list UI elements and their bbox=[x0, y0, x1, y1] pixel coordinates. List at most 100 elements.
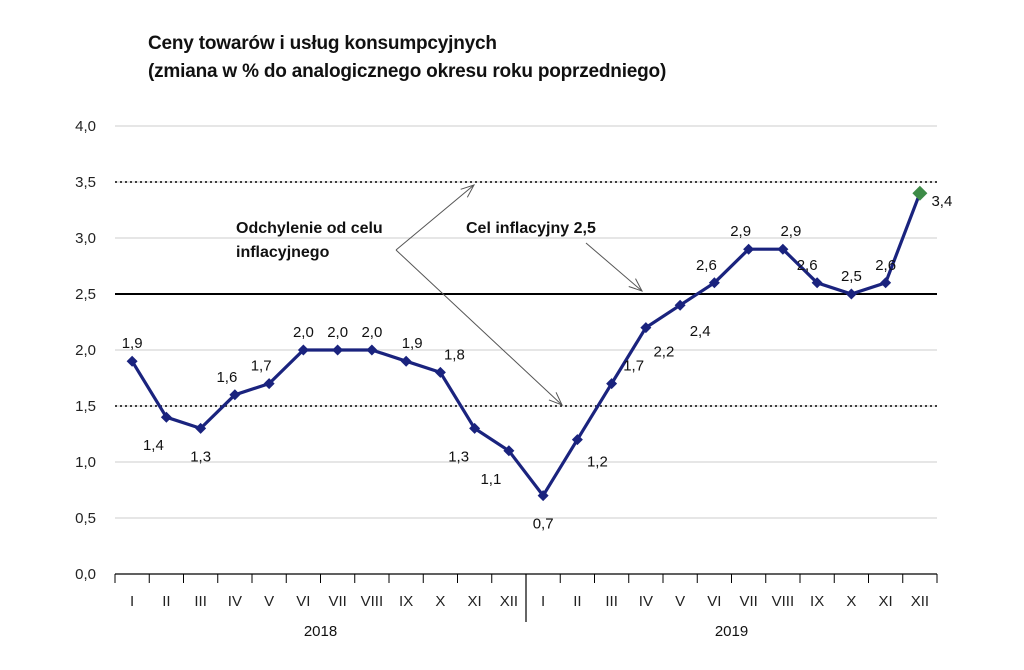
data-point-marker-last bbox=[912, 185, 928, 201]
data-label: 1,3 bbox=[190, 448, 211, 465]
chart-title: Ceny towarów i usług konsumpcyjnych (zmi… bbox=[148, 30, 666, 86]
chart-title-line1: Ceny towarów i usług konsumpcyjnych bbox=[148, 33, 497, 54]
data-point-marker bbox=[297, 344, 309, 356]
data-label: 2,9 bbox=[780, 223, 801, 240]
data-point-marker bbox=[640, 322, 652, 334]
data-label: 2,6 bbox=[797, 257, 818, 274]
arrow-head bbox=[548, 392, 563, 406]
data-label: 1,7 bbox=[251, 358, 272, 375]
data-point-marker bbox=[845, 288, 857, 300]
arrow-head bbox=[628, 278, 644, 292]
data-point-marker bbox=[195, 422, 207, 434]
data-point-marker bbox=[469, 422, 481, 434]
data-label: 1,9 bbox=[122, 335, 143, 352]
deviation-arrow-upper bbox=[395, 184, 476, 251]
y-tick-label: 1,0 bbox=[75, 454, 96, 471]
y-tick-label: 0,5 bbox=[75, 510, 96, 527]
y-tick-label: 4,0 bbox=[75, 118, 96, 135]
data-label: 2,4 bbox=[690, 323, 711, 340]
deviation-arrow-lower bbox=[395, 249, 563, 406]
x-tick-label: XII bbox=[500, 593, 518, 610]
arrow-shaft bbox=[585, 242, 643, 292]
data-point-marker bbox=[777, 243, 789, 255]
data-point-marker bbox=[537, 490, 549, 502]
y-tick-label: 1,5 bbox=[75, 398, 96, 415]
data-label: 2,5 bbox=[841, 268, 862, 285]
data-label: 2,2 bbox=[653, 344, 674, 361]
data-label: 2,6 bbox=[696, 257, 717, 274]
x-tick-label: XI bbox=[879, 593, 893, 610]
chart-title-line2: (zmiana w % do analogicznego okresu roku… bbox=[148, 61, 667, 82]
y-tick-label: 3,0 bbox=[75, 230, 96, 247]
x-tick-label: III bbox=[605, 593, 618, 610]
x-tick-label: VII bbox=[328, 593, 346, 610]
x-tick-label: I bbox=[130, 593, 134, 610]
data-point-marker bbox=[674, 299, 686, 311]
data-point-marker bbox=[400, 355, 412, 367]
data-label: 1,3 bbox=[448, 448, 469, 465]
grid-layer bbox=[115, 125, 937, 519]
x-tick-label: VIII bbox=[361, 593, 384, 610]
x-tick-label: IX bbox=[810, 593, 824, 610]
data-point-marker bbox=[263, 378, 275, 390]
data-label: 1,2 bbox=[587, 454, 608, 471]
deviation-annotation-line2: inflacyjnego bbox=[236, 244, 330, 261]
data-point-marker bbox=[811, 277, 823, 289]
target-annotation: Cel inflacyjny 2,5 bbox=[466, 220, 596, 237]
x-tick-label: XII bbox=[911, 593, 929, 610]
data-point-marker bbox=[880, 277, 892, 289]
x-tick-label: VII bbox=[739, 593, 757, 610]
data-point-marker bbox=[708, 277, 720, 289]
data-label: 2,0 bbox=[361, 324, 382, 341]
x-tick-label: V bbox=[675, 593, 685, 610]
data-label: 0,7 bbox=[533, 516, 554, 533]
x-tick-label: II bbox=[573, 593, 581, 610]
arrow-shaft bbox=[395, 249, 563, 406]
data-label: 2,9 bbox=[730, 223, 751, 240]
arrow-head bbox=[460, 184, 476, 198]
data-point-marker bbox=[160, 411, 172, 423]
y-tick-label: 2,0 bbox=[75, 342, 96, 359]
data-label: 1,9 bbox=[402, 335, 423, 352]
data-label: 1,6 bbox=[216, 369, 237, 386]
x-tick-label: V bbox=[264, 593, 274, 610]
deviation-annotation-line1: Odchylenie od celu bbox=[236, 220, 383, 237]
x-tick-label: IV bbox=[639, 593, 653, 610]
y-tick-label: 0,0 bbox=[75, 566, 96, 583]
data-point-marker bbox=[434, 366, 446, 378]
x-tick-label: X bbox=[846, 593, 856, 610]
data-label: 3,4 bbox=[931, 193, 952, 210]
series-layer bbox=[126, 185, 928, 502]
y-tick-label: 2,5 bbox=[75, 286, 96, 303]
x-tick-label: I bbox=[541, 593, 545, 610]
x-tick-label: XI bbox=[468, 593, 482, 610]
data-point-marker bbox=[366, 344, 378, 356]
reference-lines bbox=[115, 181, 937, 407]
data-labels: 1,9 1,4 1,3 1,6 1,7 2,0 2,0 2,0 1,9 1,8 1,3 1,1 0,7 1… bbox=[122, 193, 953, 532]
data-label: 1,1 bbox=[480, 471, 501, 488]
x-tick-label: III bbox=[194, 593, 207, 610]
data-point-marker bbox=[332, 344, 344, 356]
data-point-marker bbox=[743, 243, 755, 255]
x-tick-label: VI bbox=[296, 593, 310, 610]
data-label: 2,0 bbox=[327, 324, 348, 341]
data-label: 1,4 bbox=[143, 437, 164, 454]
data-point-marker bbox=[503, 445, 515, 457]
data-label: 1,8 bbox=[444, 346, 465, 363]
y-tick-label: 3,5 bbox=[75, 174, 96, 191]
data-label: 2,6 bbox=[875, 257, 896, 274]
x-tick-label: II bbox=[162, 593, 170, 610]
x-tick-label: IV bbox=[228, 593, 242, 610]
x-tick-label: VI bbox=[707, 593, 721, 610]
axes: 0,00,51,01,52,02,53,03,54,0I II III IV V VI VI… bbox=[75, 118, 938, 640]
data-point-marker bbox=[229, 389, 241, 401]
series-line bbox=[130, 192, 922, 498]
annotations: Odchylenie od celu inflacyjnego Cel infl… bbox=[236, 184, 644, 406]
data-label: 2,0 bbox=[293, 324, 314, 341]
year-label: 2018 bbox=[304, 623, 337, 640]
x-tick-label: X bbox=[435, 593, 445, 610]
x-tick-label: VIII bbox=[772, 593, 795, 610]
data-point-marker bbox=[606, 378, 618, 390]
year-label: 2019 bbox=[715, 623, 748, 640]
